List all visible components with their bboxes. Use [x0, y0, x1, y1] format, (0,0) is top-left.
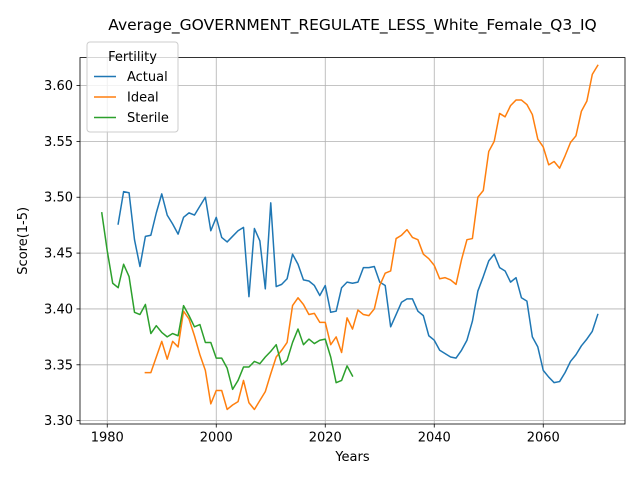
x-tick-label: 2020: [309, 431, 342, 446]
legend: Fertility Actual Ideal Sterile: [86, 41, 179, 133]
series-line-sterile: [100, 212, 354, 391]
legend-title: Fertility: [108, 50, 157, 65]
legend-label-actual: Actual: [127, 70, 168, 85]
y-tick-label: 3.35: [44, 358, 73, 373]
y-axis-label: Score(1-5): [16, 207, 31, 275]
legend-label-ideal: Ideal: [127, 91, 159, 106]
x-tick-label: 2000: [200, 431, 233, 446]
legend-box: [86, 41, 179, 133]
axis-ticks: 1980 2000 2020 2040 2060 3.30 3.35 3.40 3.45 3.50…: [44, 79, 560, 445]
legend-label-sterile: Sterile: [127, 111, 169, 126]
series-line-ideal: [144, 64, 599, 411]
y-tick-label: 3.40: [44, 302, 73, 317]
series-lines: [100, 64, 599, 411]
series-line-actual: [117, 190, 599, 384]
x-tick-label: 1980: [91, 431, 124, 446]
y-tick-label: 3.50: [44, 191, 73, 206]
y-tick-label: 3.45: [44, 247, 73, 262]
x-tick-label: 2060: [527, 431, 560, 446]
y-tick-label: 3.30: [44, 414, 73, 429]
plot-frame: [79, 57, 626, 425]
y-tick-label: 3.55: [44, 135, 73, 150]
chart-title: Average_GOVERNMENT_REGULATE_LESS_White_F…: [108, 16, 596, 35]
y-tick-label: 3.60: [44, 79, 73, 94]
x-axis-label: Years: [334, 450, 370, 465]
x-tick-label: 2040: [418, 431, 451, 446]
grid: [80, 57, 625, 424]
